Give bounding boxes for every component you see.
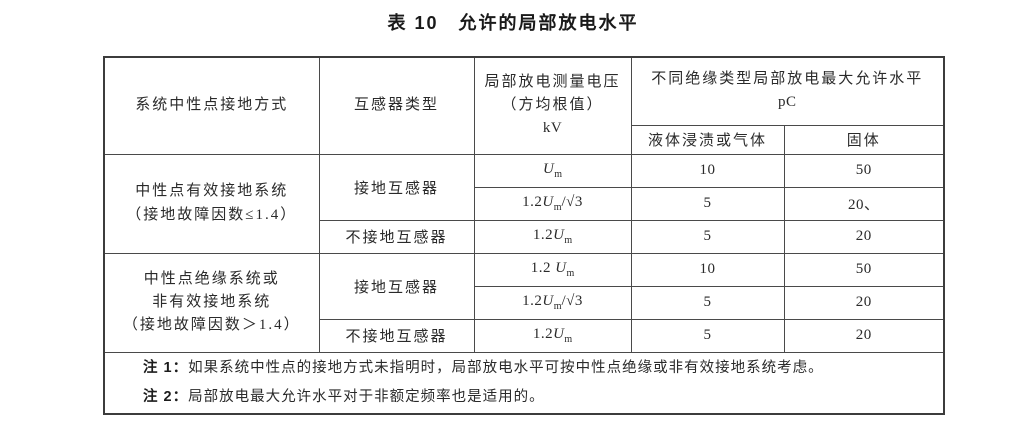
header-system-label: 系统中性点接地方式 (135, 97, 289, 114)
system-group2-line2: 非有效接地系统 (152, 293, 272, 310)
table-title: 表 10 允许的局部放电水平 (387, 13, 639, 33)
solid-value-cell: 20、 (783, 186, 945, 221)
solid-value-cell: 20 (783, 285, 945, 320)
liquid-value-cell: 5 (630, 219, 785, 254)
voltage-symbol: U (542, 194, 554, 210)
voltage-prefix: 1.2 (532, 227, 554, 243)
note-line-1: 注 1：如果系统中性点的接地方式未指明时，局部放电水平可按中性点绝缘或非有效接地… (143, 354, 943, 383)
header-system: 系统中性点接地方式 (103, 56, 320, 155)
header-solid: 固体 (783, 124, 945, 155)
transformer-earthed-cell-group2: 接地互感器 (318, 252, 475, 320)
solid-value-cell: 20 (783, 219, 945, 254)
header-transformer-type: 互感器类型 (318, 56, 475, 155)
header-voltage-line2: （方均根值） (501, 97, 604, 114)
voltage-subscript: m (564, 334, 573, 345)
voltage-subscript: m (564, 235, 573, 246)
voltage-cell: 1.2 Um (473, 252, 632, 287)
liquid-value-cell: 5 (630, 186, 785, 221)
system-group2-line1: 中性点绝缘系统或 (143, 270, 280, 287)
voltage-symbol: U (553, 227, 565, 243)
voltage-subscript: m (566, 268, 575, 279)
header-liquid: 液体浸渍或气体 (630, 124, 785, 155)
header-transformer-label: 互感器类型 (353, 97, 439, 114)
voltage-prefix: 1.2 (530, 260, 556, 276)
transformer-earthed-cell-group1: 接地互感器 (318, 153, 475, 221)
system-cell-group1: 中性点有效接地系统 （接地故障因数≤1.4） (103, 153, 320, 254)
liquid-value-cell: 5 (630, 318, 785, 353)
table-notes: 注 1：如果系统中性点的接地方式未指明时，局部放电水平可按中性点绝缘或非有效接地… (103, 351, 945, 415)
liquid-value-cell: 5 (630, 285, 785, 320)
header-voltage-line1: 局部放电测量电压 (484, 73, 621, 90)
voltage-suffix: /√3 (561, 293, 583, 309)
liquid-value-cell: 10 (630, 252, 785, 287)
voltage-subscript: m (553, 301, 562, 312)
transformer-unearthed-cell-group2: 不接地互感器 (318, 318, 475, 353)
voltage-cell: 1.2Um/√3 (473, 186, 632, 221)
note-2-label: 注 2： (143, 388, 189, 405)
voltage-suffix: /√3 (561, 194, 583, 210)
voltage-symbol: U (542, 293, 554, 309)
header-pd-unit: pC (778, 94, 797, 111)
voltage-prefix: 1.2 (522, 293, 543, 309)
voltage-subscript: m (553, 202, 562, 213)
transformer-unearthed-cell-group1: 不接地互感器 (318, 219, 475, 254)
voltage-cell: 1.2Um (473, 219, 632, 254)
solid-value-cell: 50 (783, 252, 945, 287)
partial-discharge-table: 系统中性点接地方式 互感器类型 局部放电测量电压 （方均根值） kV 不同绝缘类… (103, 56, 946, 415)
header-voltage-unit: kV (542, 120, 563, 137)
header-pd-level: 不同绝缘类型局部放电最大允许水平 pC (630, 56, 945, 126)
system-group1-line2: （接地故障因数≤1.4） (126, 206, 298, 223)
voltage-symbol: U (555, 260, 567, 276)
system-group2-line3: （接地故障因数＞1.4） (122, 317, 301, 334)
system-cell-group2: 中性点绝缘系统或 非有效接地系统 （接地故障因数＞1.4） (103, 252, 320, 353)
solid-value-cell: 20 (783, 318, 945, 353)
voltage-cell: 1.2Um/√3 (473, 285, 632, 320)
voltage-subscript: m (554, 169, 563, 180)
note-line-2: 注 2：局部放电最大允许水平对于非额定频率也是适用的。 (143, 383, 943, 412)
voltage-cell: Um (473, 153, 632, 188)
system-group1-line1: 中性点有效接地系统 (135, 183, 289, 200)
note-1-text: 如果系统中性点的接地方式未指明时，局部放电水平可按中性点绝缘或非有效接地系统考虑… (188, 359, 824, 376)
note-1-label: 注 1： (143, 359, 189, 376)
header-measure-voltage: 局部放电测量电压 （方均根值） kV (473, 56, 632, 155)
header-pd-title: 不同绝缘类型局部放电最大允许水平 (651, 71, 924, 87)
note-2-text: 局部放电最大允许水平对于非额定频率也是适用的。 (188, 388, 545, 405)
voltage-symbol: U (542, 161, 555, 177)
solid-value-cell: 50 (783, 153, 945, 188)
voltage-prefix: 1.2 (532, 326, 554, 342)
liquid-value-cell: 10 (630, 153, 785, 188)
voltage-symbol: U (553, 326, 565, 342)
voltage-cell: 1.2Um (473, 318, 632, 353)
voltage-prefix: 1.2 (522, 194, 543, 210)
